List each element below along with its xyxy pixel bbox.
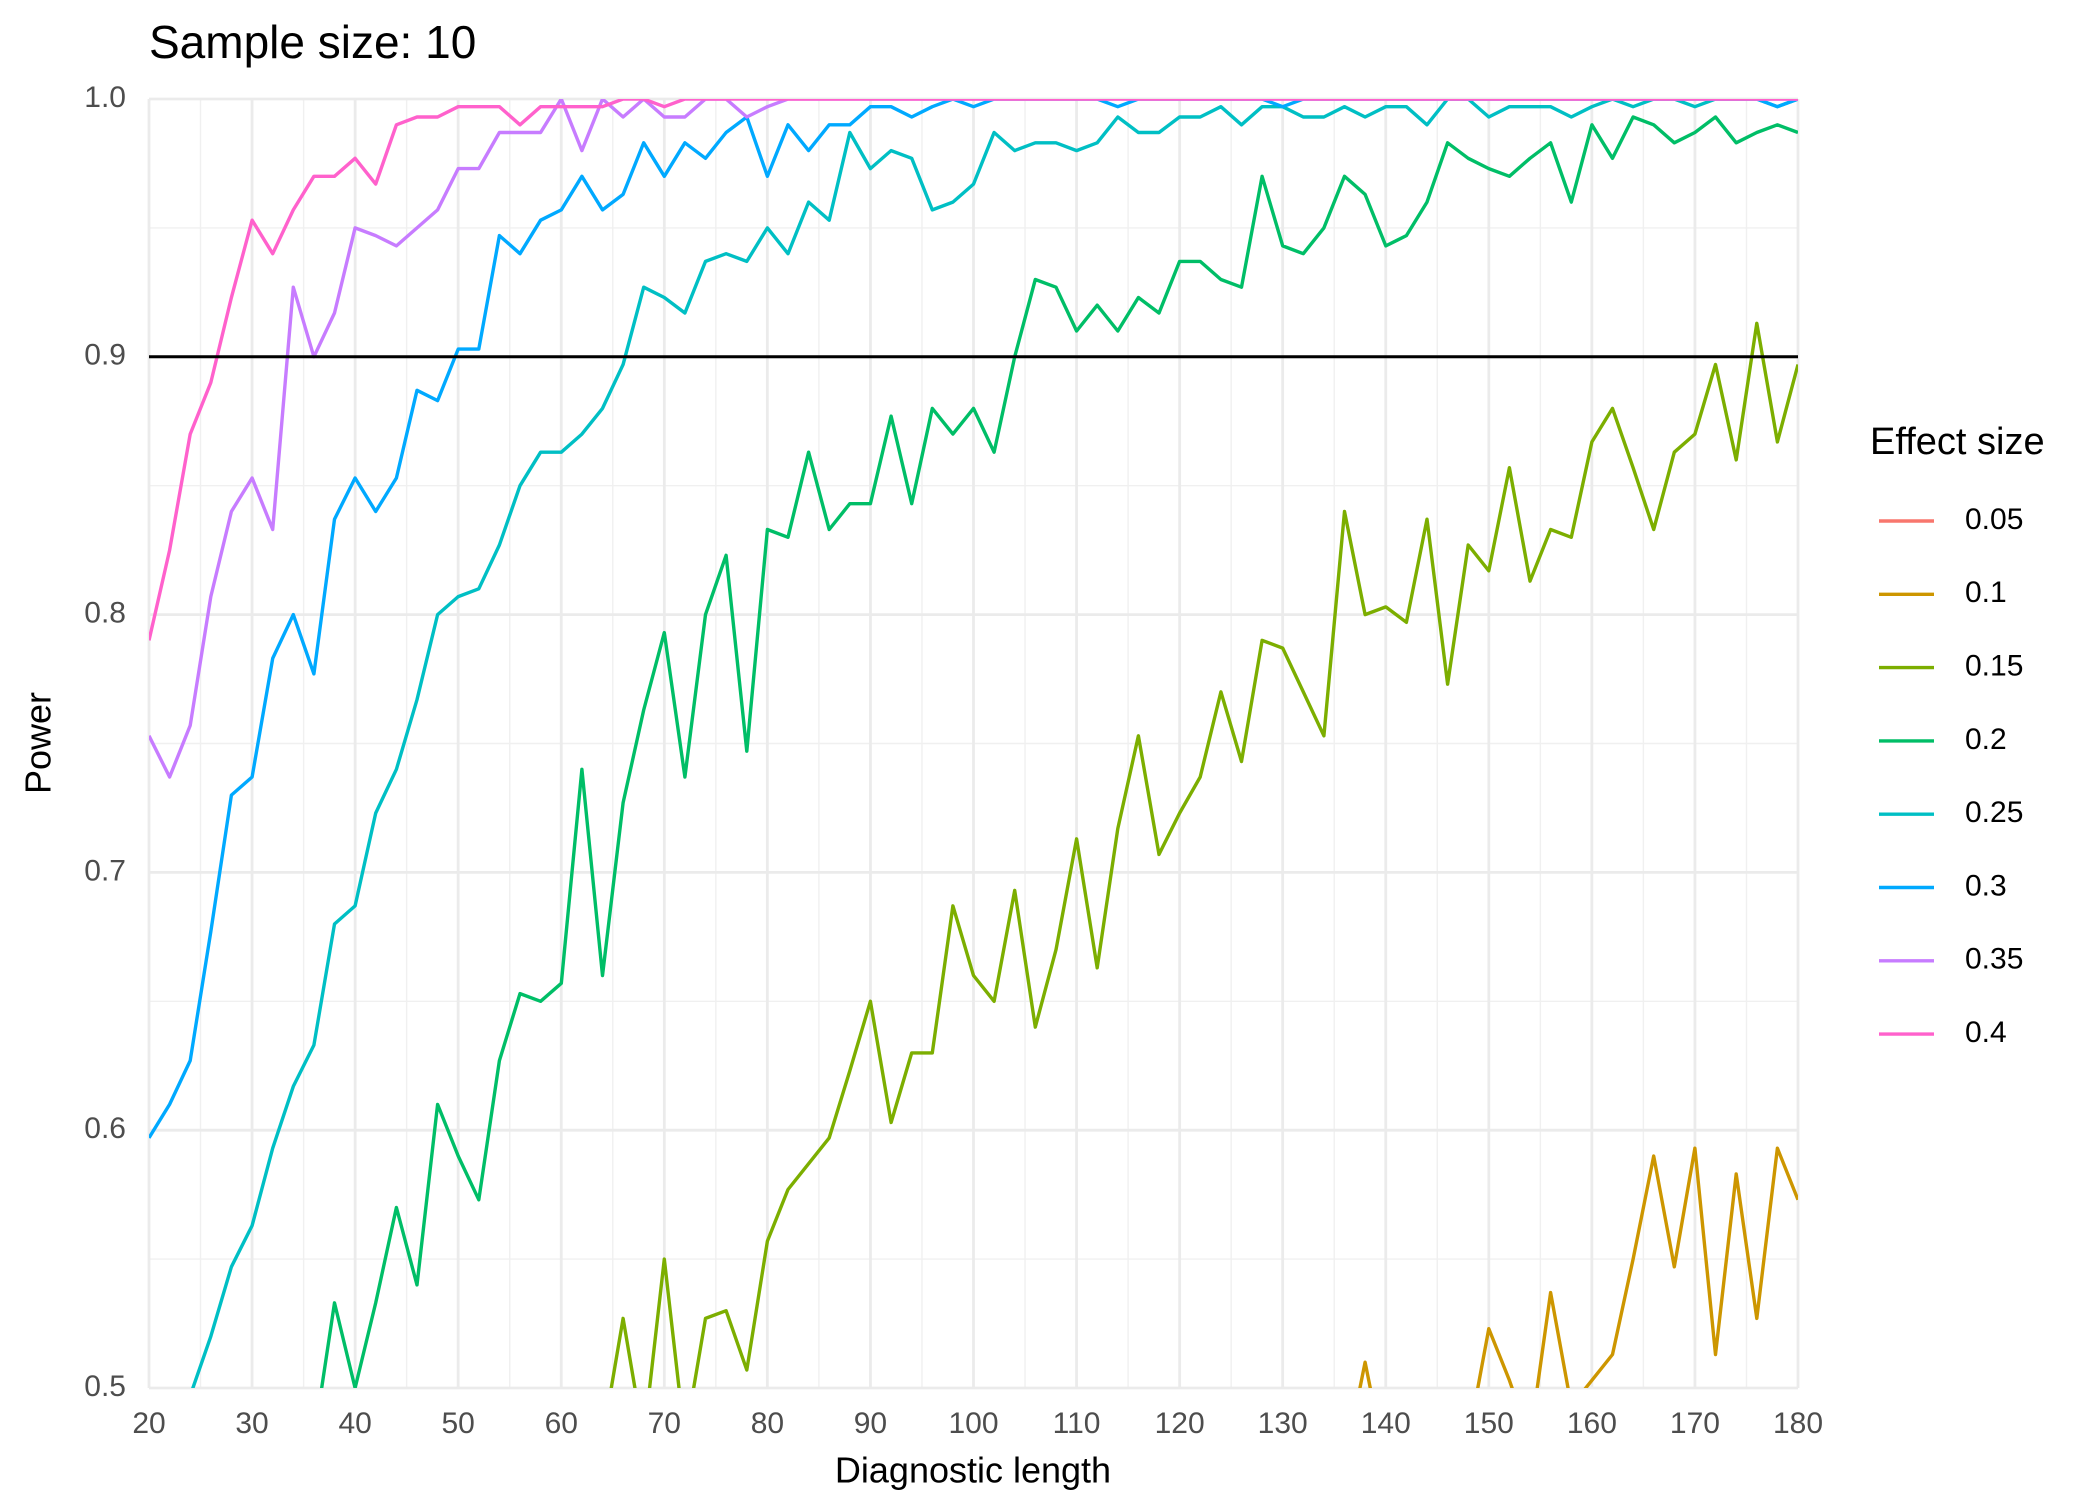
series-line [319,115,1798,1388]
legend-label: 0.25 [1965,796,2023,829]
series-line [609,321,1798,1388]
x-tick-label: 70 [648,1407,681,1440]
x-tick-label: 140 [1361,1407,1411,1440]
y-tick-label: 1.0 [84,81,126,114]
x-tick-label: 20 [132,1407,165,1440]
legend-label: 0.4 [1965,1016,2007,1049]
x-tick-label: 120 [1155,1407,1205,1440]
y-tick-label: 0.5 [84,1370,126,1403]
series-line [149,99,1798,1139]
x-tick-label: 30 [235,1407,268,1440]
x-tick-label: 150 [1464,1407,1514,1440]
y-tick-label: 0.6 [84,1112,126,1145]
y-tick-label: 0.8 [84,597,126,630]
legend-label: 0.15 [1965,650,2023,683]
y-tick-label: 0.7 [84,854,126,887]
legend-label: 0.05 [1965,503,2023,536]
x-tick-label: 110 [1053,1407,1101,1440]
series-line [149,99,1798,779]
legend-label: 0.1 [1965,576,2007,609]
series-line [149,99,1798,641]
x-tick-label: 160 [1567,1407,1617,1440]
legend-label: 0.35 [1965,943,2023,976]
legend-title: Effect size [1870,421,2045,463]
y-tick-label: 0.9 [84,339,126,372]
x-tick-label: 40 [338,1407,371,1440]
legend-label: 0.3 [1965,869,2007,902]
x-axis-label: Diagnostic length [835,1450,1111,1491]
x-tick-label: 170 [1670,1407,1720,1440]
x-tick-label: 80 [751,1407,784,1440]
legend-label: 0.2 [1965,723,2007,756]
x-tick-label: 60 [545,1407,578,1440]
y-axis-label: Power [18,692,59,794]
x-tick-label: 90 [854,1407,887,1440]
x-tick-label: 180 [1773,1407,1823,1440]
x-tick-label: 100 [948,1407,998,1440]
plot-area [149,99,1798,1388]
x-tick-label: 50 [442,1407,475,1440]
grid [147,97,1800,1390]
chart-title: Sample size: 10 [149,16,476,68]
series-line [191,99,1798,1388]
x-tick-label: 130 [1258,1407,1308,1440]
